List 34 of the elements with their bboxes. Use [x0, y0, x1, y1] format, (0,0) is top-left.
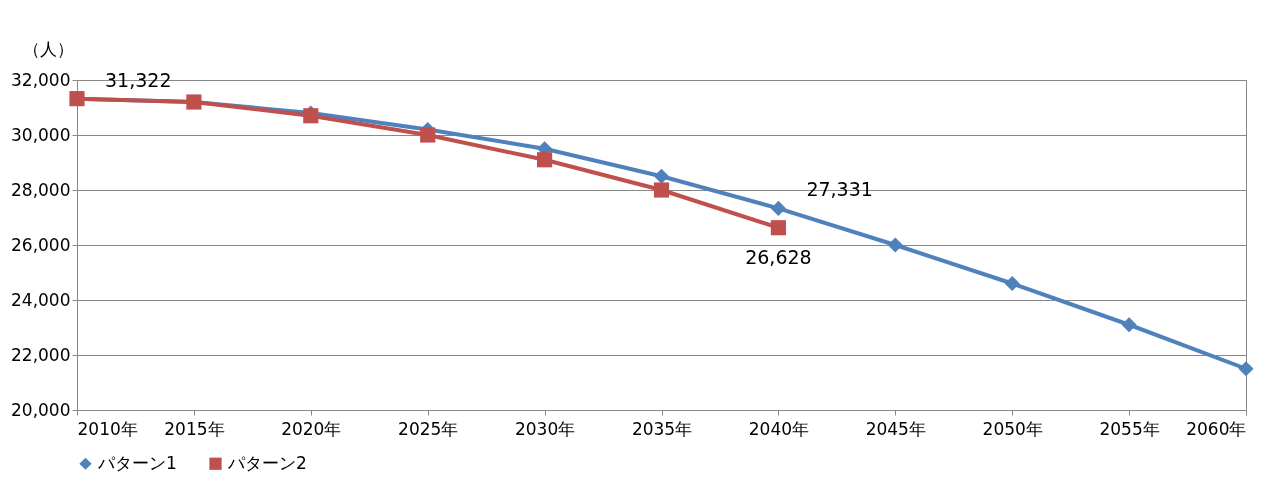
y-tick-label: 28,000	[11, 179, 71, 200]
point	[420, 127, 436, 143]
x-tick-label: 2010年	[77, 418, 138, 439]
x-tick-label: 2060年	[1186, 418, 1247, 439]
y-tick-label: 26,000	[11, 234, 71, 255]
point	[1121, 317, 1137, 333]
x-tick-label: 2050年	[982, 418, 1043, 439]
x-tick-label: 2020年	[281, 418, 342, 439]
point	[537, 152, 553, 168]
data-label: 26,628	[745, 245, 812, 268]
y-tick-label: 22,000	[11, 344, 71, 365]
point	[653, 168, 670, 184]
point	[1238, 361, 1254, 377]
point	[1004, 275, 1020, 292]
y-tick-label: 20,000	[11, 399, 71, 420]
legend-label: パターン1	[97, 452, 177, 473]
data-label: 31,322	[105, 68, 172, 91]
y-tick-label: 24,000	[11, 289, 71, 310]
point	[770, 200, 786, 216]
x-tick-label: 2015年	[164, 418, 225, 439]
x-tick-label: 2035年	[631, 418, 693, 439]
x-tick-label: 2025年	[398, 418, 459, 439]
y-tick-label: 30,000	[11, 124, 71, 145]
x-tick-label: 2030年	[514, 418, 576, 439]
legend-label: パターン2	[227, 452, 307, 473]
point	[887, 237, 903, 253]
y-axis-title: （人）	[22, 38, 74, 59]
y-tick-label: 32,000	[11, 69, 71, 90]
data-label: 27,331	[806, 178, 873, 201]
x-tick-label: 2040年	[748, 418, 810, 439]
point	[770, 220, 786, 236]
point	[653, 182, 670, 198]
x-tick-label: 2045年	[865, 418, 926, 439]
x-tick-label: 2055年	[1099, 418, 1160, 439]
